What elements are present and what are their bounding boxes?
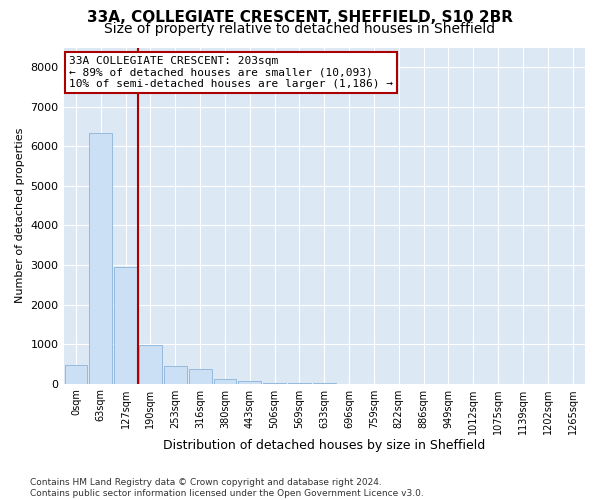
Bar: [263, 383, 286, 384]
Bar: [114, 267, 137, 384]
Y-axis label: Number of detached properties: Number of detached properties: [15, 128, 25, 303]
Text: 33A, COLLEGIATE CRESCENT, SHEFFIELD, S10 2BR: 33A, COLLEGIATE CRESCENT, SHEFFIELD, S10…: [87, 10, 513, 25]
Text: Size of property relative to detached houses in Sheffield: Size of property relative to detached ho…: [104, 22, 496, 36]
Bar: [214, 379, 236, 384]
X-axis label: Distribution of detached houses by size in Sheffield: Distribution of detached houses by size …: [163, 440, 485, 452]
Bar: [238, 381, 261, 384]
Bar: [65, 365, 88, 384]
Bar: [89, 132, 112, 384]
Bar: [139, 345, 162, 384]
Text: Contains HM Land Registry data © Crown copyright and database right 2024.
Contai: Contains HM Land Registry data © Crown c…: [30, 478, 424, 498]
Bar: [164, 366, 187, 384]
Bar: [188, 368, 212, 384]
Text: 33A COLLEGIATE CRESCENT: 203sqm
← 89% of detached houses are smaller (10,093)
10: 33A COLLEGIATE CRESCENT: 203sqm ← 89% of…: [69, 56, 393, 89]
